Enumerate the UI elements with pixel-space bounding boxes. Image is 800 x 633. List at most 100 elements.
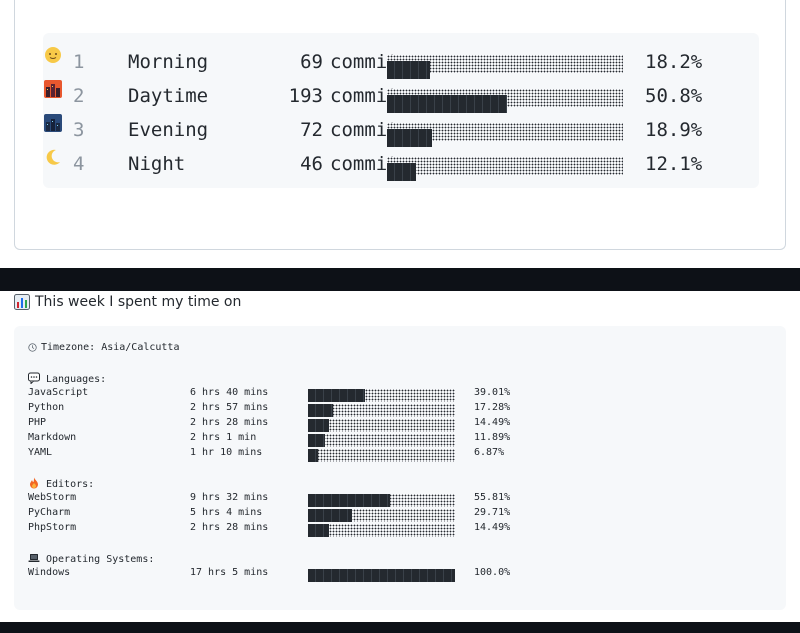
editor-row: PhpStorm 2 hrs 28 mins 14.49% [28, 522, 510, 537]
time-row-night: 4 Night 46 commits 12.1% [43, 147, 759, 181]
time-row-daytime: 2 Daytime 193 commits 50.8% [43, 79, 759, 113]
editor-row: WebStorm 9 hrs 32 mins 55.81% [28, 492, 510, 507]
crescent-moon-icon [46, 149, 60, 165]
commit-count: 72 [300, 119, 323, 141]
item-name: YAML [28, 447, 53, 458]
item-name: WebStorm [28, 492, 77, 503]
period-name: Daytime [128, 85, 209, 107]
progress-bar [387, 55, 623, 79]
item-percentage: 100.0% [474, 567, 511, 578]
item-duration: 2 hrs 1 min [190, 432, 257, 443]
progress-bar [308, 389, 455, 402]
progress-fill [308, 509, 352, 522]
period-name: Morning [128, 51, 209, 73]
progress-fill [308, 494, 391, 507]
percentage: 18.2% [645, 51, 703, 73]
item-duration: 6 hrs 40 mins [190, 387, 269, 398]
item-percentage: 11.89% [474, 432, 511, 443]
timezone-line: Timezone: Asia/Calcutta [28, 342, 179, 357]
item-name: PHP [28, 417, 47, 428]
progress-fill [387, 163, 416, 181]
progress-bar [387, 157, 623, 181]
progress-bar [308, 419, 455, 432]
progress-fill [387, 61, 430, 79]
item-percentage: 29.71% [474, 507, 511, 518]
item-name: Windows [28, 567, 71, 578]
weekly-stats-panel: This week I spent my time on Timezone: A… [0, 291, 800, 622]
commit-time-panel: 1 Morning 69 commits 18.2% 2 Daytime 193… [0, 0, 800, 268]
commit-count: 46 [300, 153, 323, 175]
progress-bar [308, 449, 455, 462]
language-row: PHP 2 hrs 28 mins 14.49% [28, 417, 510, 432]
item-name: PhpStorm [28, 522, 77, 533]
language-row: YAML 1 hr 10 mins 6.87% [28, 447, 504, 462]
item-name: Python [28, 402, 65, 413]
item-name: PyCharm [28, 507, 71, 518]
item-duration: 2 hrs 57 mins [190, 402, 269, 413]
percentage: 12.1% [645, 153, 703, 175]
sun-face-icon [45, 47, 61, 63]
item-name: JavaScript [28, 387, 89, 398]
os-title: Operating Systems: [46, 554, 155, 565]
progress-fill [387, 129, 432, 147]
time-row-morning: 1 Morning 69 commits 18.2% [43, 45, 759, 79]
commit-count: 69 [300, 51, 323, 73]
commit-count: 193 [288, 85, 323, 107]
row-number: 4 [73, 153, 85, 175]
progress-bar [387, 89, 623, 113]
item-duration: 9 hrs 32 mins [190, 492, 269, 503]
os-title-line: Operating Systems: [28, 552, 154, 567]
item-percentage: 55.81% [474, 492, 511, 503]
editors-title-line: Editors: [28, 477, 94, 492]
heading-text: This week I spent my time on [35, 294, 242, 310]
progress-bar [308, 494, 455, 507]
clock-icon [28, 343, 37, 352]
row-number: 1 [73, 51, 85, 73]
bar-chart-icon [14, 294, 30, 310]
progress-fill [308, 569, 455, 582]
time-row-evening: 3 Evening 72 commits 18.9% [43, 113, 759, 147]
item-percentage: 6.87% [474, 447, 505, 458]
progress-fill [387, 95, 507, 113]
editor-row: PyCharm 5 hrs 4 mins 29.71% [28, 507, 510, 522]
night-city-icon [44, 114, 62, 132]
row-number: 3 [73, 119, 85, 141]
row-number: 2 [73, 85, 85, 107]
progress-fill [308, 404, 334, 417]
progress-fill [308, 419, 330, 432]
cityscape-sunset-icon [44, 80, 62, 98]
progress-bar [308, 404, 455, 417]
item-duration: 2 hrs 28 mins [190, 417, 269, 428]
item-duration: 2 hrs 28 mins [190, 522, 269, 533]
item-name: Markdown [28, 432, 77, 443]
timezone-text: Timezone: Asia/Calcutta [41, 342, 180, 353]
progress-fill [308, 434, 326, 447]
progress-bar [308, 434, 455, 447]
item-percentage: 39.01% [474, 387, 511, 398]
progress-bar [308, 509, 455, 522]
percentage: 50.8% [645, 85, 703, 107]
fire-icon [30, 477, 38, 489]
commit-time-codeblock: 1 Morning 69 commits 18.2% 2 Daytime 193… [43, 33, 759, 188]
item-duration: 17 hrs 5 mins [190, 567, 269, 578]
os-row: Windows 17 hrs 5 mins 100.0% [28, 567, 510, 582]
language-row: JavaScript 6 hrs 40 mins 39.01% [28, 387, 510, 402]
item-percentage: 14.49% [474, 522, 511, 533]
progress-fill [308, 389, 366, 402]
language-row: Markdown 2 hrs 1 min 11.89% [28, 432, 510, 447]
progress-bar [387, 123, 623, 147]
progress-fill [308, 449, 319, 462]
editors-title: Editors: [46, 479, 95, 490]
period-name: Evening [128, 119, 209, 141]
percentage: 18.9% [645, 119, 703, 141]
item-percentage: 17.28% [474, 402, 511, 413]
languages-title: Languages: [46, 374, 107, 385]
progress-fill [308, 524, 330, 537]
language-row: Python 2 hrs 57 mins 17.28% [28, 402, 510, 417]
stats-codeblock: Timezone: Asia/Calcutta Languages: JavaS… [14, 326, 786, 610]
period-name: Night [128, 153, 186, 175]
laptop-icon [28, 554, 40, 562]
section-heading: This week I spent my time on [14, 294, 241, 310]
speech-bubble-icon [28, 372, 40, 384]
progress-bar [308, 524, 455, 537]
